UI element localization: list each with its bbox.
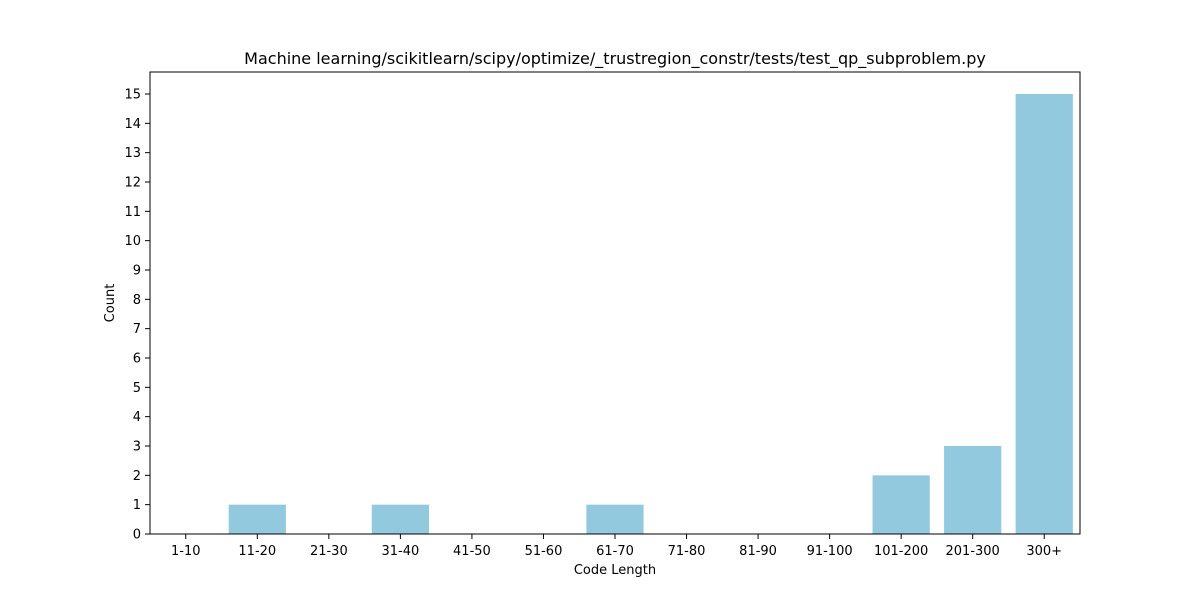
x-tick-label: 21-30 xyxy=(310,544,348,559)
x-tick-label: 41-50 xyxy=(453,544,491,559)
y-tick-label: 2 xyxy=(133,469,141,484)
y-tick-label: 14 xyxy=(124,117,141,132)
x-tick-label: 91-100 xyxy=(807,544,853,559)
bar-201-300 xyxy=(944,446,1002,534)
y-tick-label: 1 xyxy=(133,498,141,513)
y-tick-label: 9 xyxy=(133,264,141,279)
x-tick-label: 300+ xyxy=(1026,544,1062,559)
x-tick-label: 81-90 xyxy=(739,544,777,559)
y-tick-label: 13 xyxy=(124,146,141,161)
bar-300+ xyxy=(1015,94,1073,534)
x-tick-label: 51-60 xyxy=(525,544,563,559)
x-axis-label: Code Length xyxy=(574,563,656,578)
bar-31-40 xyxy=(371,504,429,534)
bar-61-70 xyxy=(586,504,644,534)
x-tick-label: 1-10 xyxy=(171,544,201,559)
y-tick-label: 5 xyxy=(133,381,141,396)
y-tick-label: 8 xyxy=(133,293,141,308)
y-tick-label: 0 xyxy=(133,528,141,543)
bars-group xyxy=(228,94,1073,534)
y-tick-label: 15 xyxy=(124,88,141,103)
y-tick-label: 12 xyxy=(124,176,141,191)
chart-title: Machine learning/scikitlearn/scipy/optim… xyxy=(244,49,986,69)
y-tick-label: 11 xyxy=(124,205,141,220)
x-tick-label: 61-70 xyxy=(596,544,634,559)
y-tick-label: 10 xyxy=(124,234,141,249)
y-tick-label: 6 xyxy=(133,352,141,367)
y-tick-label: 7 xyxy=(133,322,141,337)
x-tick-label: 201-300 xyxy=(946,544,1000,559)
y-tick-label: 4 xyxy=(133,410,141,425)
y-tick-label: 3 xyxy=(133,440,141,455)
bar-101-200 xyxy=(872,475,930,534)
x-axis: 1-10 11-20 21-30 31-40 41-50 51-60 61-70 71-80 8… xyxy=(171,534,1062,559)
bar-11-20 xyxy=(228,504,286,534)
y-axis-label: Count xyxy=(103,284,118,323)
x-tick-label: 71-80 xyxy=(668,544,706,559)
x-tick-label: 31-40 xyxy=(381,544,419,559)
x-tick-label: 11-20 xyxy=(238,544,276,559)
plot-frame xyxy=(149,71,1081,535)
x-tick-label: 101-200 xyxy=(874,544,928,559)
